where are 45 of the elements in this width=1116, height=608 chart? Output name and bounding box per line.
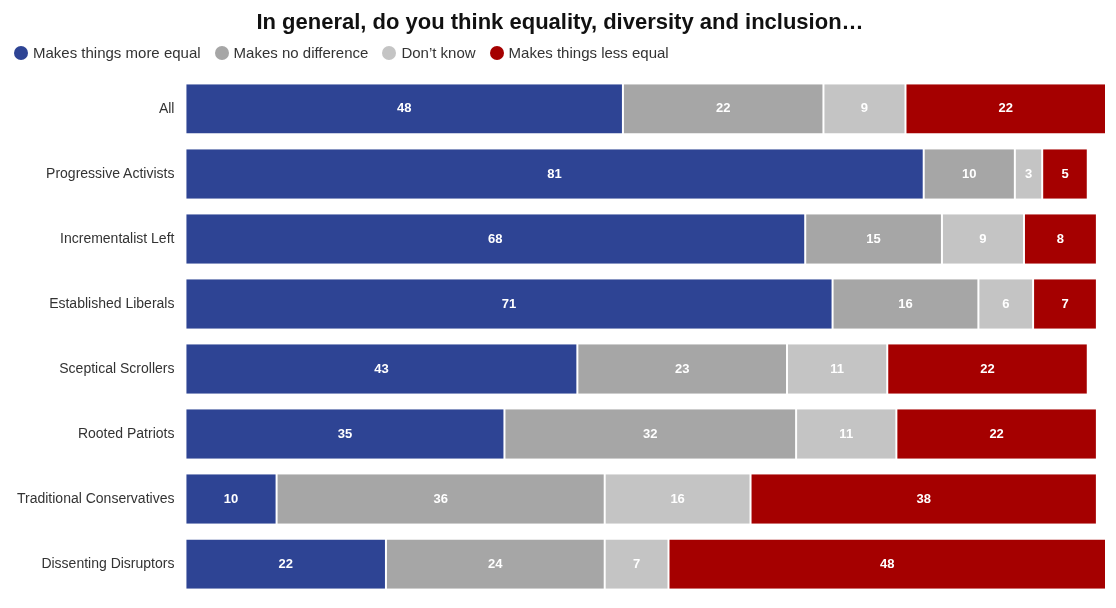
legend-label: Makes no difference (233, 44, 369, 62)
data-label: 7 (1061, 295, 1069, 311)
data-label: 22 (980, 360, 995, 376)
data-label: 22 (989, 425, 1004, 441)
data-label: 36 (433, 490, 448, 506)
data-label: 6 (1002, 295, 1010, 311)
data-label: 32 (643, 425, 658, 441)
data-label: 24 (488, 555, 504, 571)
data-label: 71 (501, 295, 517, 311)
data-label: 16 (670, 490, 685, 506)
data-label: 48 (396, 100, 412, 116)
y-tick-label: Incrementalist Left (60, 229, 175, 246)
data-label: 11 (839, 425, 854, 441)
data-label: 35 (337, 425, 353, 441)
legend-label: Makes things less equal (508, 44, 669, 62)
data-label: 48 (880, 555, 895, 571)
data-label: 8 (1056, 230, 1065, 246)
legend-label: Makes things more equal (33, 44, 201, 62)
data-label: 23 (674, 360, 690, 376)
data-label: 68 (488, 230, 503, 246)
data-label: 11 (830, 360, 844, 376)
data-label: 38 (916, 490, 931, 506)
data-label: 43 (374, 360, 389, 376)
data-label: 22 (715, 100, 731, 116)
data-label: 7 (632, 555, 641, 571)
data-label: 5 (1061, 165, 1069, 181)
data-label: 16 (898, 295, 913, 311)
data-label: 10 (962, 165, 977, 181)
data-label: 15 (866, 230, 881, 246)
data-label: 9 (979, 230, 987, 246)
data-label: 9 (860, 100, 869, 116)
data-label: 81 (547, 165, 562, 181)
data-label: 10 (223, 490, 239, 506)
data-label: 3 (1024, 165, 1033, 181)
legend-label: Don’t know (401, 44, 476, 62)
chart-title: In general, do you think equality, diversity and inclusion… (256, 9, 864, 35)
y-tick-label: Progressive Activists (46, 164, 175, 181)
data-label: 22 (278, 555, 293, 571)
y-tick-label: Rooted Patriots (77, 424, 175, 441)
data-label: 22 (998, 100, 1013, 116)
y-tick-label: Traditional Conservatives (16, 489, 175, 506)
y-tick-label: Dissenting Disruptors (41, 554, 175, 571)
y-tick-label: All (158, 99, 175, 116)
y-tick-label: Established Liberals (49, 294, 175, 311)
y-tick-label: Sceptical Scrollers (59, 359, 175, 376)
